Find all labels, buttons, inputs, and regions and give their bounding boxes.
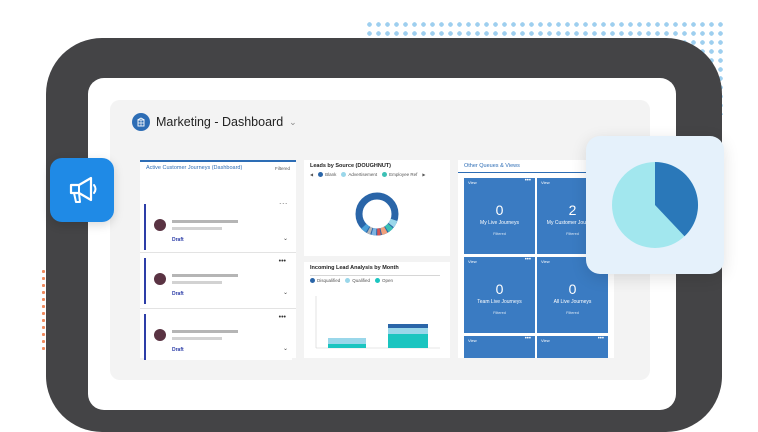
placeholder-bar <box>172 281 222 284</box>
pie-slice-dark <box>655 162 699 237</box>
chart-legend: Disqualified Qualified Open <box>304 278 450 284</box>
chevron-down-icon[interactable]: ⌄ <box>282 290 288 296</box>
divider <box>140 252 296 253</box>
placeholder-bar <box>172 274 238 277</box>
stacked-bar-chart <box>315 296 440 349</box>
queue-name: Team Live Journeys <box>477 299 522 305</box>
queue-count: 2 <box>568 202 577 218</box>
legend-swatch <box>382 172 388 178</box>
queue-name: All Live Journeys <box>553 299 592 305</box>
dashboard-panels: Active Customer Journeys (Dashboard) Fil… <box>140 160 620 360</box>
more-options-icon[interactable]: ••• <box>524 257 531 263</box>
journey-list-item[interactable]: Draft ⌄ <box>144 204 292 250</box>
bar-segment <box>388 334 428 348</box>
view-link[interactable]: View <box>468 338 477 343</box>
divider <box>140 308 296 309</box>
chevron-down-icon[interactable]: ⌄ <box>289 116 297 127</box>
journey-list-item[interactable]: ••• Draft ⌄ <box>144 258 292 304</box>
leads-by-source-card: Leads by Source (DOUGHNUT) ◀ Blank Adver… <box>304 160 450 256</box>
legend-label: Employee Ref <box>389 172 418 177</box>
more-options-icon[interactable]: ••• <box>278 258 286 265</box>
queue-name: My Live Journeys <box>480 220 519 226</box>
legend-item: Open <box>375 278 394 284</box>
queue-count: 0 <box>495 281 504 297</box>
legend-swatch <box>345 278 351 284</box>
filter-label: Filtered <box>493 232 506 236</box>
status-label: Draft <box>172 347 184 353</box>
legend-item: Blank <box>318 172 337 178</box>
legend-next-icon[interactable]: ▶ <box>422 172 426 178</box>
legend-label: Disqualified <box>317 278 341 283</box>
placeholder-bar <box>172 220 238 223</box>
legend-swatch <box>375 278 381 284</box>
bar-segment <box>388 324 428 328</box>
view-link[interactable]: View <box>541 338 550 343</box>
legend-item: Advertisement <box>341 172 378 178</box>
dashboard-header: Marketing - Dashboard ⌄ <box>110 100 650 144</box>
active-journeys-card: Active Customer Journeys (Dashboard) Fil… <box>140 160 296 360</box>
page-title: Marketing - Dashboard <box>156 115 284 129</box>
legend-swatch <box>310 278 315 284</box>
more-options-icon[interactable]: ••• <box>278 314 286 321</box>
view-link[interactable]: View <box>468 180 477 185</box>
active-journeys-title: Active Customer Journeys (Dashboard) <box>146 165 243 171</box>
divider <box>310 275 440 276</box>
incoming-lead-analysis-title: Incoming Lead Analysis by Month <box>310 265 399 271</box>
megaphone-icon <box>50 158 114 222</box>
chevron-down-icon[interactable]: ⌄ <box>282 236 288 242</box>
journey-list-item[interactable]: ••• Draft ⌄ <box>144 314 292 360</box>
queue-count: 0 <box>495 202 504 218</box>
more-options-icon[interactable]: ••• <box>524 336 531 342</box>
queues-views-card: Other Queues & Views View ••• 0 My Live … <box>458 160 614 358</box>
legend-label: Blank <box>325 172 337 177</box>
queues-views-title: Other Queues & Views <box>458 160 614 173</box>
queue-count: 0 <box>568 281 577 297</box>
view-link[interactable]: View <box>541 259 550 264</box>
placeholder-bar <box>172 337 222 340</box>
chevron-down-icon[interactable]: ⌄ <box>282 346 288 352</box>
filter-label: Filtered <box>274 166 290 171</box>
more-options-icon[interactable]: ••• <box>524 178 531 184</box>
leads-by-source-title: Leads by Source (DOUGHNUT) <box>310 163 391 169</box>
legend-label: Advertisement <box>348 172 378 177</box>
doughnut-segment <box>355 192 399 236</box>
bar-segment <box>328 344 366 348</box>
view-link[interactable]: View <box>468 259 477 264</box>
legend-item: Disqualified <box>310 278 341 284</box>
building-icon <box>132 113 150 131</box>
pie-chart-card <box>586 136 724 274</box>
filter-label: Filtered <box>493 311 506 315</box>
bar-segment <box>328 338 366 344</box>
filter-label: Filtered <box>566 311 579 315</box>
incoming-lead-analysis-card: Incoming Lead Analysis by Month Disquali… <box>304 262 450 358</box>
avatar <box>154 219 166 231</box>
legend-item: Employee Ref <box>382 172 418 178</box>
queue-tile[interactable]: View ••• <box>537 336 608 358</box>
view-link[interactable]: View <box>541 180 550 185</box>
doughnut-chart <box>355 192 399 236</box>
dashboard-window: Marketing - Dashboard ⌄ Active Customer … <box>110 100 650 380</box>
pie-chart <box>612 162 699 248</box>
more-options-icon[interactable]: ••• <box>597 336 604 342</box>
queue-tile[interactable]: View ••• 0 My Live Journeys Filtered <box>464 178 535 254</box>
bar-segment <box>388 328 428 334</box>
queue-name: My Customer Journeys <box>546 220 599 226</box>
status-label: Draft <box>172 237 184 243</box>
placeholder-bar <box>172 330 238 333</box>
legend-swatch <box>318 172 324 178</box>
legend-prev-icon[interactable]: ◀ <box>310 172 314 178</box>
legend-item: Qualified <box>345 278 371 284</box>
status-label: Draft <box>172 291 184 297</box>
filter-label: Filtered <box>566 232 579 236</box>
queue-tile[interactable]: View ••• <box>464 336 535 358</box>
legend-label: Qualified <box>352 278 371 283</box>
avatar <box>154 273 166 285</box>
avatar <box>154 329 166 341</box>
legend-label: Open <box>382 278 394 283</box>
chart-legend: ◀ Blank Advertisement Employee Ref ▶ <box>304 172 450 178</box>
queue-tile[interactable]: View ••• 0 Team Live Journeys Filtered <box>464 257 535 333</box>
placeholder-bar <box>172 227 222 230</box>
legend-swatch <box>341 172 347 178</box>
